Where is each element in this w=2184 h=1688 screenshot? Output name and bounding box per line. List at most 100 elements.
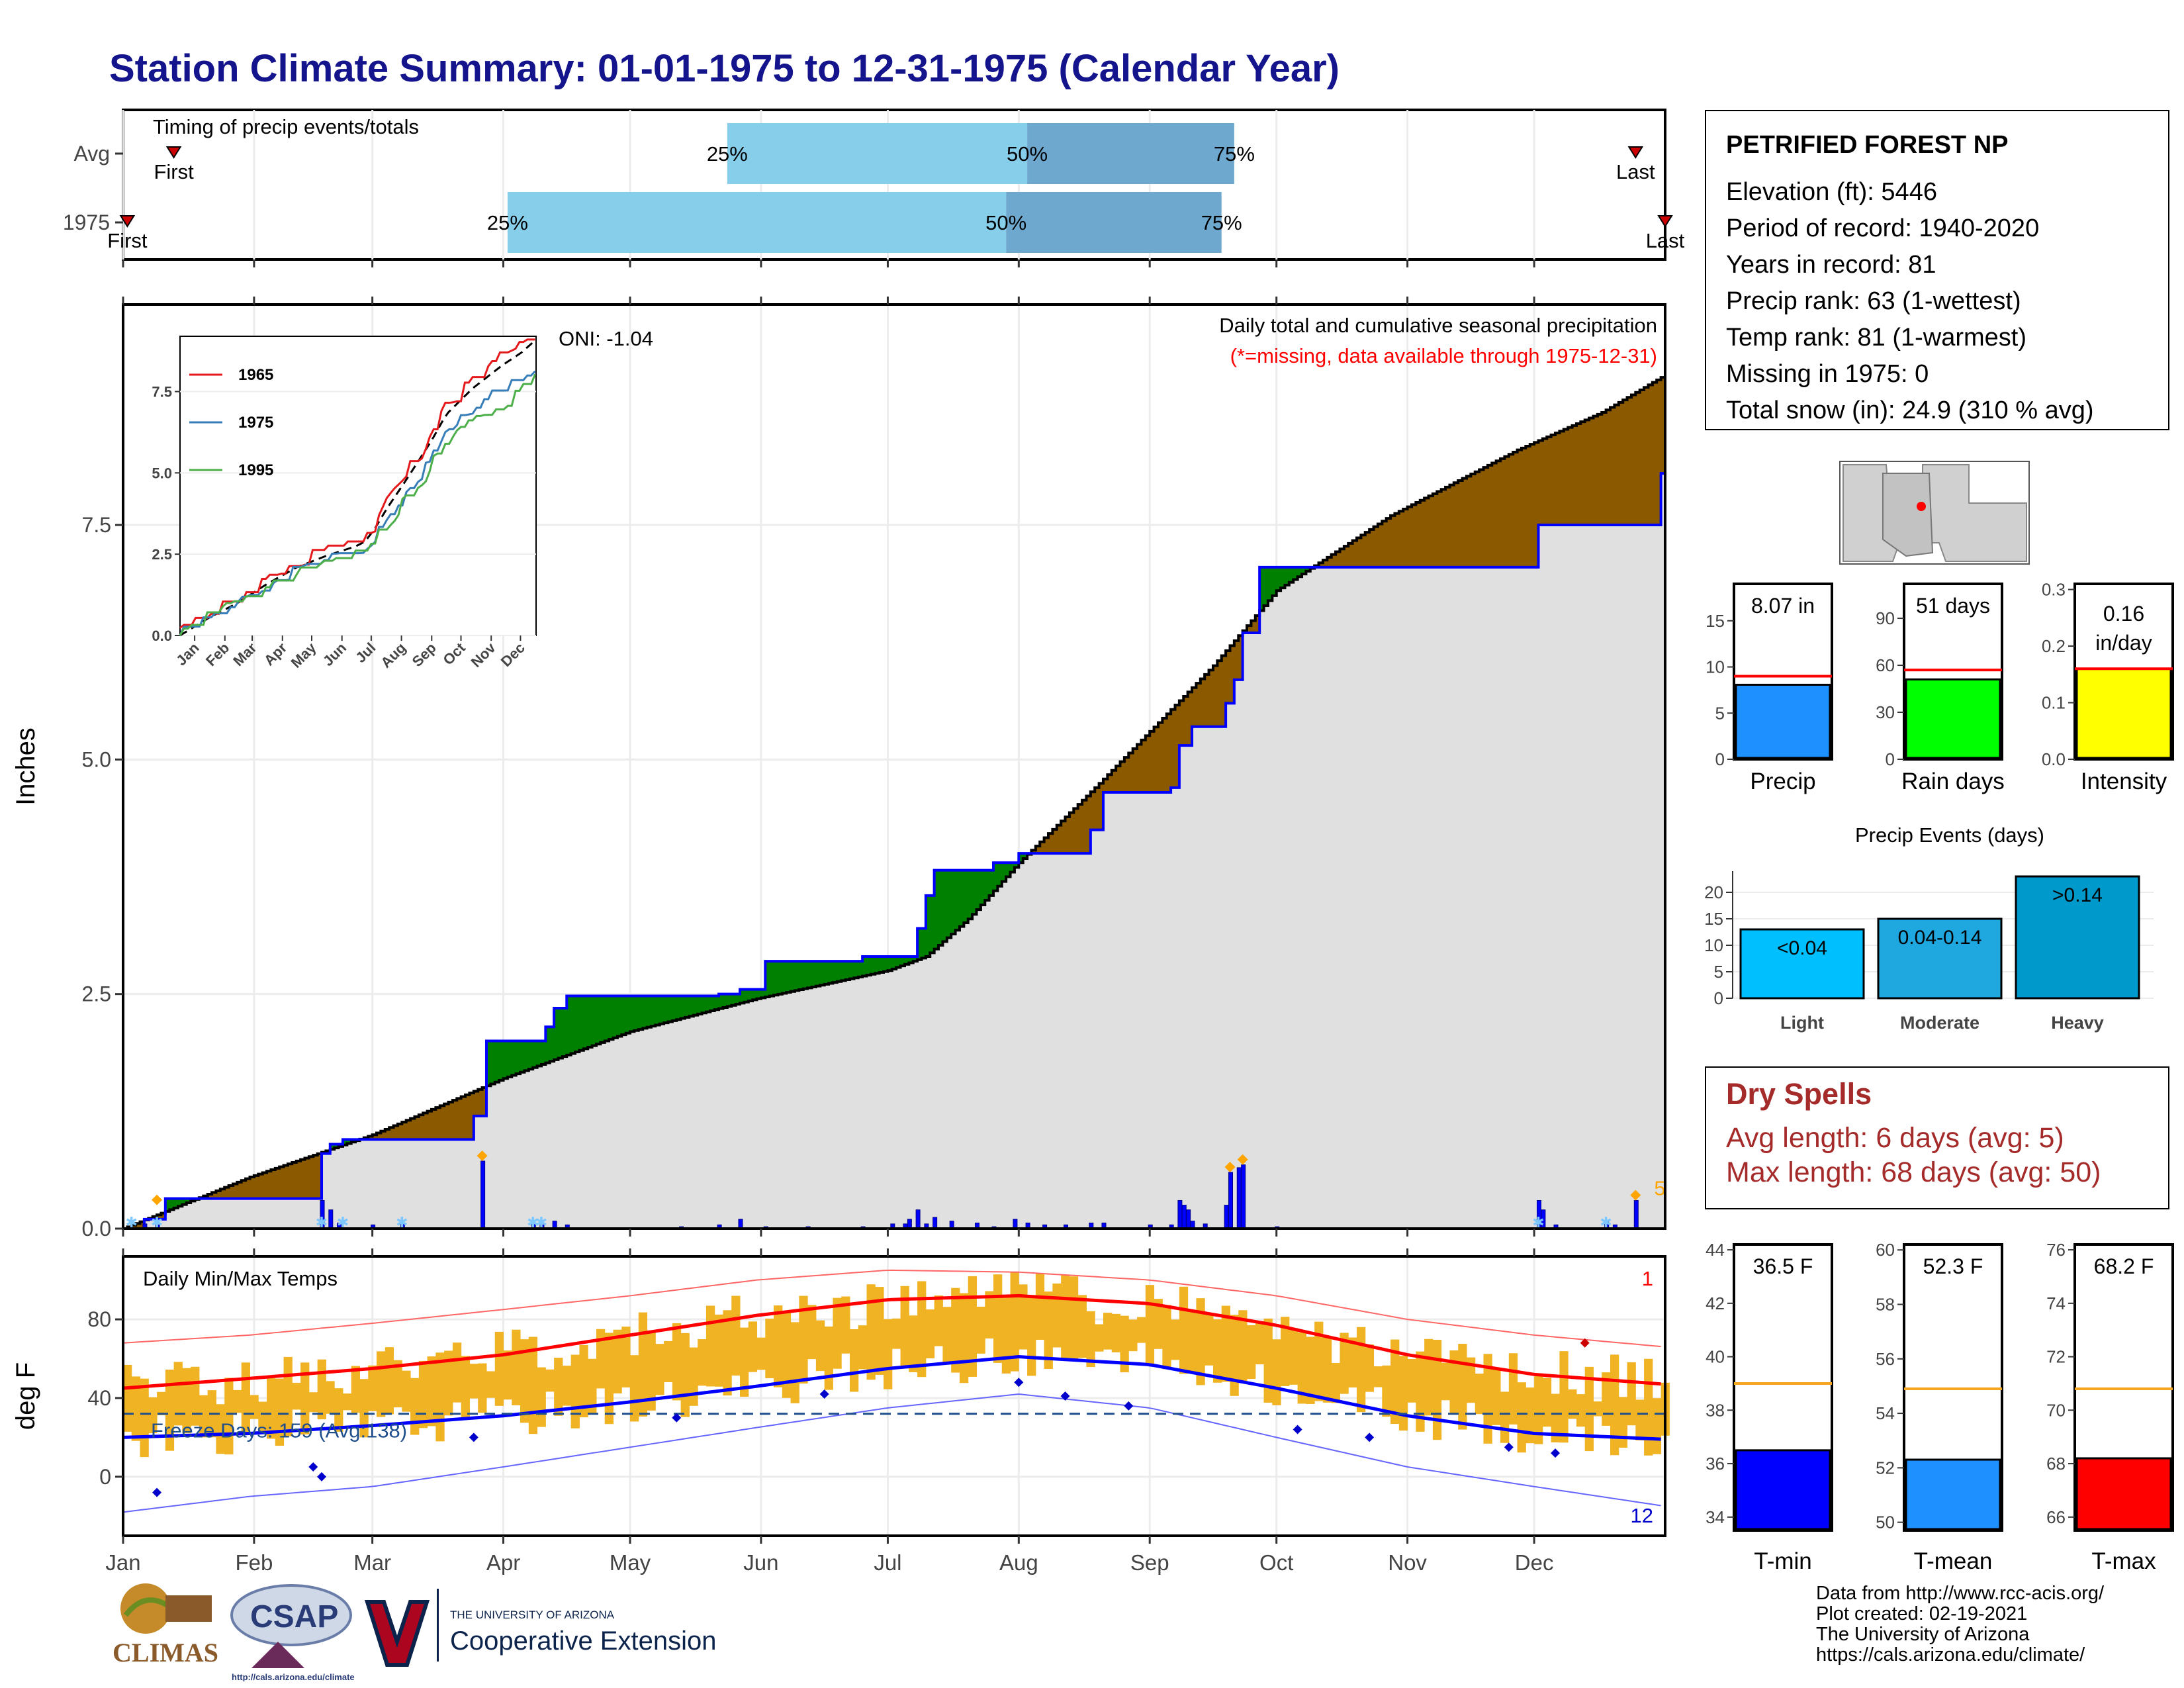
below-average-area [1639,389,1645,526]
below-average-area [473,1091,478,1116]
daily-temp-range [1475,1374,1484,1415]
daily-temp-range [308,1392,318,1413]
above-average-area [710,996,715,1011]
below-average-area [406,1120,411,1140]
below-average-area [1386,518,1391,567]
timing-bar-25-50 [507,192,1007,253]
below-average-area [308,1156,314,1199]
daily-temp-range [427,1356,436,1427]
y-tick-label: 0 [99,1465,111,1489]
daily-temp-range [368,1365,377,1411]
daily-precip-bar [738,1219,743,1229]
below-average-area [1132,749,1138,792]
above-average-area [925,895,931,957]
daily-temp-range [807,1305,817,1360]
inset-y-tick-label: 2.5 [152,546,172,563]
above-average-area [625,996,631,1033]
above-average-area [774,961,779,996]
below-average-area [267,1171,272,1199]
daily-temp-range [1542,1378,1552,1427]
avg-min-line [122,1355,1661,1441]
below-average-area [1141,739,1146,792]
precip-events-title: Precip Events (days) [1855,823,2044,847]
daily-temp-range [1568,1389,1577,1419]
daily-temp-range [1348,1337,1357,1387]
below-average-area [157,1215,162,1219]
above-average-area [790,961,796,992]
below-average-area [1458,480,1463,567]
below-average-area [1090,792,1095,830]
credit-line: The University of Arizona [1816,1624,2030,1645]
daily-temp-range [216,1404,225,1454]
logos: CLIMAS CSAP http://cals.arizona.edu/clim… [113,1583,716,1681]
daily-temp-range [494,1331,504,1406]
daily-temp-range [1458,1344,1467,1430]
below-average-area [161,1213,166,1219]
below-average-area [1238,635,1244,680]
daily-temp-range [1205,1315,1214,1366]
daily-temp-range [858,1325,868,1370]
y-tick-label: 68 [2046,1454,2066,1474]
daily-temp-range [1171,1319,1180,1360]
above-average-area [600,996,606,1043]
below-average-area [1584,420,1590,526]
daily-temp-range [123,1364,132,1432]
above-average-area [811,961,817,987]
above-average-area [486,1041,491,1086]
above-average-area [169,1198,175,1210]
y-tick-label: 76 [2046,1240,2066,1260]
daily-precip-bar [1633,1199,1639,1229]
below-average-area [1116,766,1121,792]
above-average-area [778,961,783,994]
below-average-area [1230,645,1235,704]
below-average-area [461,1096,466,1140]
daily-temp-range [1289,1328,1298,1385]
above-average-area [756,989,762,999]
above-average-area [870,956,876,974]
first-marker [119,215,136,228]
above-average-area [330,1144,335,1150]
below-average-area [292,1162,297,1199]
above-average-area [769,961,774,996]
y-tick-label: 34 [1706,1507,1725,1527]
above-average-area [955,870,960,931]
daily-temp-range [976,1306,985,1354]
month-label: Jun [743,1550,778,1575]
daily-temp-range [1086,1311,1095,1368]
below-average-area [207,1194,212,1199]
daily-temp-range [140,1378,149,1458]
above-average-area [643,996,648,1029]
climas-logo: CLIMAS [113,1583,218,1667]
above-average-area [676,996,682,1020]
daily-temp-range [689,1347,698,1406]
below-average-area [402,1122,407,1140]
below-average-area [482,1087,487,1116]
temp-gauge-value-label: 68.2 F [2094,1254,2154,1278]
event-value-label: >0.14 [2052,884,2103,906]
above-average-area [866,956,872,976]
below-average-area [1124,757,1129,792]
below-average-area [1593,416,1598,526]
daily-temp-range [638,1312,648,1417]
below-average-area [1322,560,1328,567]
daily-temp-range [131,1376,141,1441]
inset-frame [179,336,537,636]
above-average-area [165,1198,170,1212]
above-average-area [803,961,808,989]
below-average-area [1407,506,1412,567]
oni-label: ONI: -1.04 [559,327,653,350]
below-average-area [1411,504,1416,567]
below-average-area [1610,407,1615,526]
max-precip-marker [1224,1161,1236,1172]
below-average-area [1099,783,1104,830]
freeze-days-label: Freeze Days: 159 (Avg:138) [151,1419,407,1442]
daily-temp-range [1314,1321,1324,1401]
daily-temp-range [486,1371,496,1398]
above-average-area [1019,853,1024,863]
daily-temp-range [714,1314,723,1387]
above-average-area [1281,567,1286,588]
timing-row-label: Avg [73,142,110,165]
below-average-area [220,1189,225,1199]
below-average-area [393,1125,398,1140]
timing-title: Timing of precip events/totals [153,115,419,138]
